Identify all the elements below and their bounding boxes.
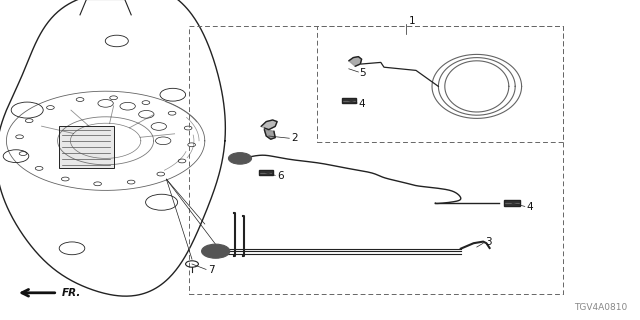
Bar bbox=[259, 170, 273, 175]
Text: 6: 6 bbox=[277, 171, 284, 181]
Text: 4: 4 bbox=[527, 202, 533, 212]
Bar bbox=[342, 98, 356, 103]
Circle shape bbox=[228, 153, 252, 164]
Bar bbox=[60, 126, 114, 168]
Bar bbox=[189, 26, 563, 294]
Polygon shape bbox=[349, 57, 362, 66]
Polygon shape bbox=[0, 0, 225, 296]
Bar bbox=[317, 26, 563, 142]
Text: 1: 1 bbox=[408, 16, 415, 26]
Text: TGV4A0810: TGV4A0810 bbox=[574, 303, 627, 312]
Polygon shape bbox=[264, 130, 275, 139]
Text: 3: 3 bbox=[485, 236, 492, 247]
Circle shape bbox=[202, 244, 230, 258]
Bar bbox=[504, 200, 520, 206]
Text: 7: 7 bbox=[208, 265, 214, 276]
Polygon shape bbox=[261, 120, 277, 130]
Text: FR.: FR. bbox=[61, 288, 81, 298]
Text: 2: 2 bbox=[291, 133, 298, 143]
Text: 4: 4 bbox=[358, 99, 365, 109]
Text: 5: 5 bbox=[360, 68, 366, 78]
